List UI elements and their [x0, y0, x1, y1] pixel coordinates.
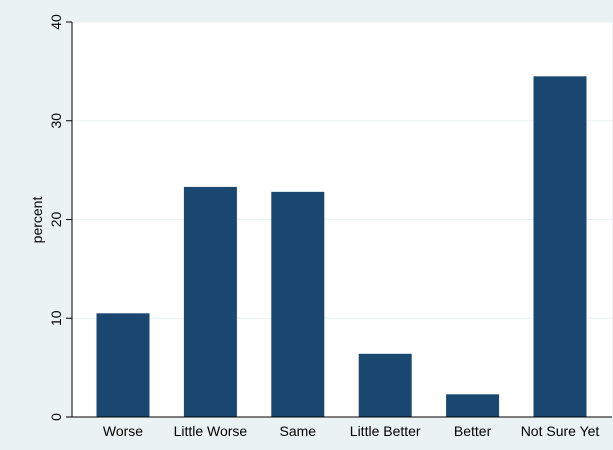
y-tick-label: 20 [48, 212, 64, 228]
bar-worse [96, 313, 150, 417]
y-tick-label: 40 [48, 14, 64, 30]
bar-little-better [358, 353, 412, 417]
x-tick-label: Little Worse [174, 423, 248, 439]
y-tick-label: 10 [48, 310, 64, 326]
y-ticks: 0 10 20 30 40 [48, 14, 72, 421]
x-tick-label: Little Better [350, 423, 421, 439]
y-axis-label: percent [29, 197, 45, 244]
y-tick-label: 30 [48, 113, 64, 129]
bar-little-worse [183, 186, 237, 417]
x-tick-label: Worse [103, 423, 143, 439]
bar-not-sure-yet [533, 76, 587, 417]
x-tick-label: Same [280, 423, 317, 439]
x-tick-label: Better [454, 423, 492, 439]
x-tick-labels: Worse Little Worse Same Little Better Better… [103, 423, 600, 439]
x-tick-label: Not Sure Yet [521, 423, 600, 439]
bars [96, 76, 587, 417]
y-tick-label: 0 [48, 413, 64, 421]
grid-lines [72, 21, 612, 319]
bar-same [271, 191, 325, 417]
bar-better [446, 394, 500, 417]
